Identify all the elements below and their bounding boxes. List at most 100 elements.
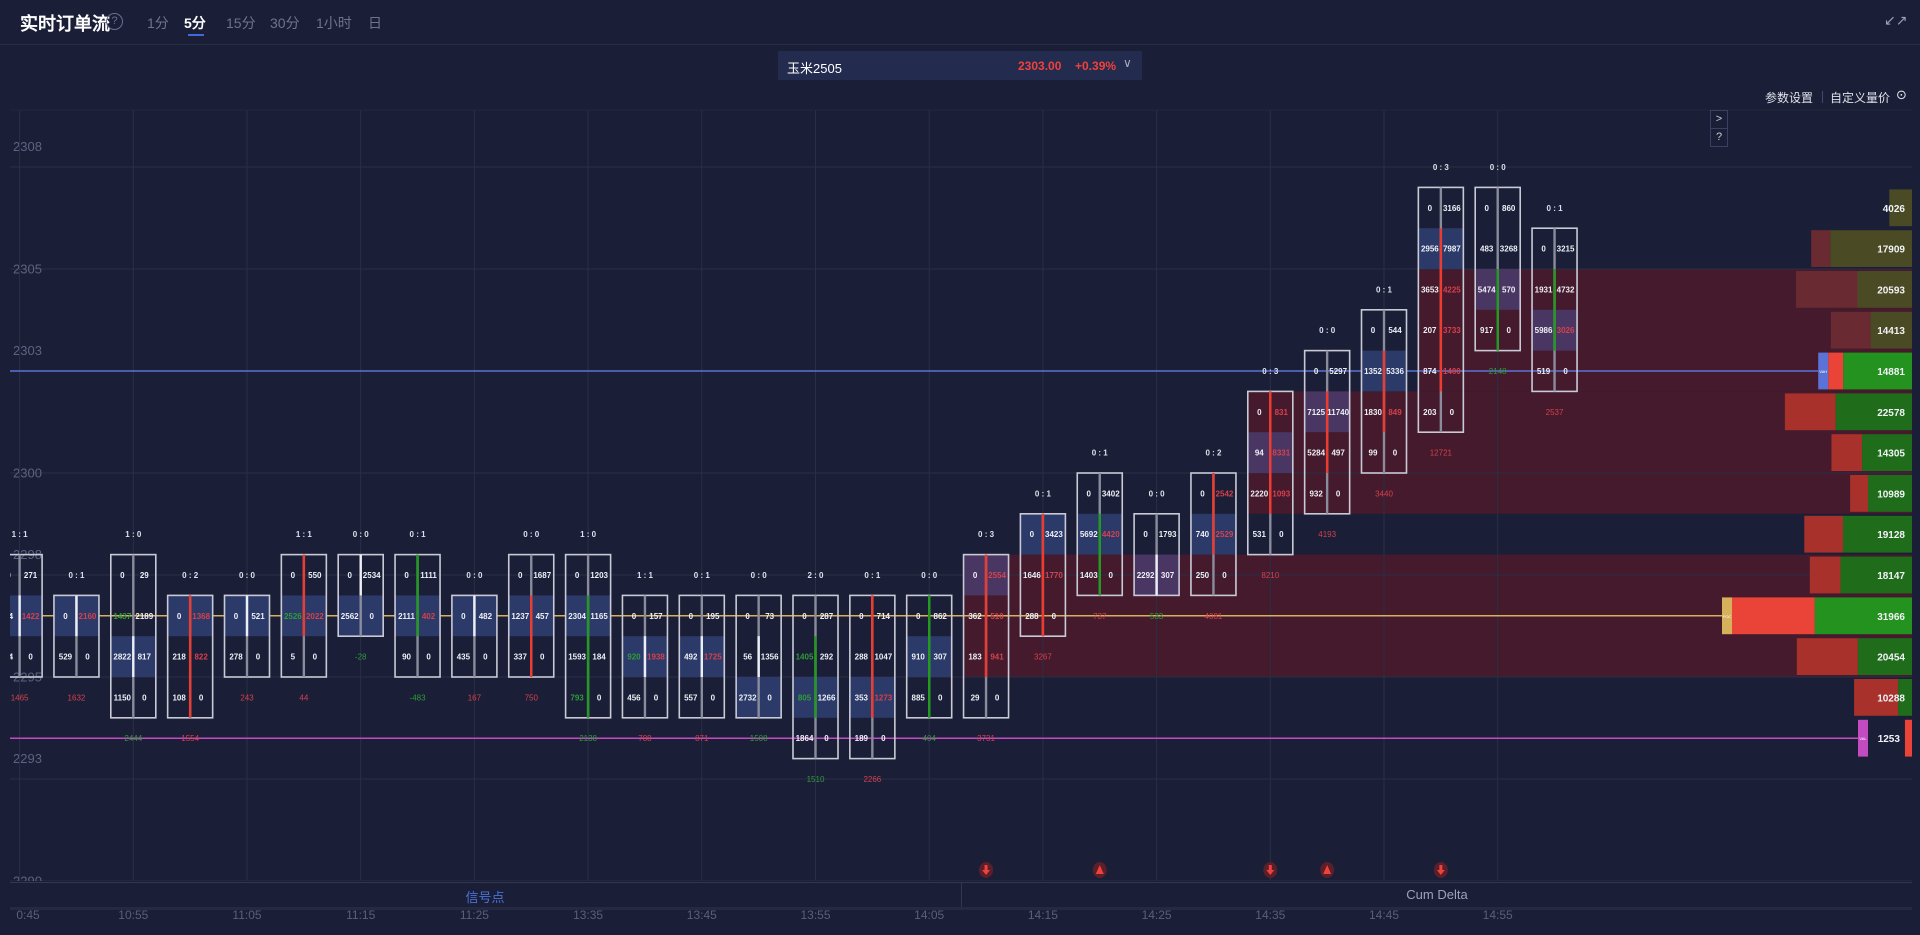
bid-volume: 435: [457, 653, 471, 662]
candle[interactable]: 0 2542 740 2529 250 0 0 : 2 4081: [1190, 449, 1237, 621]
bid-volume: 0: [6, 571, 11, 580]
candle-delta: 404: [923, 734, 937, 743]
candle[interactable]: 0 714 288 1047 353 1273 189 0 0 : 1 2266: [849, 571, 896, 784]
price-axis-label: 2293: [13, 751, 42, 766]
collapse-icon[interactable]: ↙↗: [1884, 12, 1908, 28]
bid-volume: 2111: [398, 612, 415, 621]
candle[interactable]: 0 521 278 0 0 : 0 243: [223, 571, 271, 702]
ask-volume: 0: [256, 653, 261, 662]
candle[interactable]: 0 29 1437 2189 2822 817 1150 0 1 : 0 2444: [110, 530, 157, 743]
profile-bid-bar: [1811, 230, 1831, 267]
candle[interactable]: 0 157 920 1938 456 0 1 : 1 788: [621, 571, 669, 743]
candle[interactable]: 0 862 910 307 885 0 0 : 0 404: [905, 571, 953, 743]
bid-volume: 456: [627, 693, 641, 702]
settings-circle-icon[interactable]: ⊙: [1896, 87, 1907, 102]
candle[interactable]: 0 2554 362 510 183 941 29 0 0 : 3 3731: [962, 530, 1010, 743]
signal-arrow-icon[interactable]: [1263, 862, 1278, 878]
ask-volume: 5297: [1329, 367, 1347, 376]
custom-volume-price-link[interactable]: 自定义量价: [1830, 91, 1891, 105]
candle[interactable]: 0 3215 1931 4732 5986 3026 519 0 0 : 1 2537: [1531, 204, 1578, 417]
candle[interactable]: 0 831 94 8331 2220 1093 531 0 0 : 3 8210: [1247, 367, 1294, 580]
ask-volume: 862: [934, 612, 948, 621]
tab-signal-points[interactable]: 信号点: [465, 890, 505, 905]
bid-volume: 0: [234, 612, 239, 621]
bid-volume: 0: [404, 571, 409, 580]
candle[interactable]: 0 3423 1646 1770 288 0 0 : 1 3267: [1019, 489, 1067, 662]
imbalance-ratio: 0 : 1: [68, 571, 85, 580]
candle[interactable]: 0 287 1405 292 805 1266 1864 0 2 : 0 1510: [792, 571, 839, 784]
bid-volume: 0: [63, 612, 68, 621]
bid-volume: 288: [1025, 612, 1039, 621]
profile-total: 14305: [1877, 449, 1905, 460]
ask-volume: 822: [194, 653, 208, 662]
ask-volume: 817: [138, 653, 152, 662]
candle[interactable]: 0 73 56 1356 2732 0 0 : 0 1508: [735, 571, 782, 743]
expand-button[interactable]: >: [1710, 110, 1728, 129]
candle[interactable]: 0 550 2526 2022 5 0 1 : 1 44: [280, 530, 328, 702]
header-bar: 实时订单流 ? 1分 5分 15分 30分 1小时 日 ↙↗: [0, 0, 1920, 45]
candle[interactable]: 0 1687 1237 457 337 0 0 : 0 750: [507, 530, 555, 702]
tab-1min[interactable]: 1分: [147, 15, 169, 31]
ask-volume: 0: [597, 693, 602, 702]
candle[interactable]: 0 2160 529 0 0 : 1 1632: [53, 571, 100, 702]
ask-volume: 0: [711, 693, 716, 702]
bid-volume: 492: [684, 653, 698, 662]
tab-cum-delta[interactable]: Cum Delta: [1406, 887, 1468, 902]
symbol-selector[interactable]: 玉米2505 2303.00 +0.39% ∨: [778, 51, 1142, 80]
signal-arrow-icon[interactable]: [1433, 862, 1448, 878]
ask-volume: 157: [649, 612, 663, 621]
signal-arrow-icon[interactable]: [979, 862, 994, 878]
imbalance-ratio: 0 : 1: [410, 530, 427, 539]
signal-triangle-icon[interactable]: [1320, 862, 1335, 878]
help-icon[interactable]: ?: [106, 13, 123, 30]
arrow-glyph: [982, 865, 991, 875]
ask-volume: 307: [1161, 571, 1175, 580]
imbalance-ratio: 0 : 3: [978, 530, 995, 539]
profile-ask-bar: [1830, 230, 1912, 267]
tab-1hour[interactable]: 1小时: [316, 15, 352, 31]
candle[interactable]: 0 271 04 1422 14 0 1 : 1 1465: [0, 530, 43, 702]
params-settings-link[interactable]: 参数设置: [1765, 91, 1814, 105]
profile-bid-bar: [1804, 515, 1844, 553]
bid-volume: 90: [402, 653, 411, 662]
bid-volume: 337: [514, 653, 528, 662]
candle-delta: 167: [468, 693, 482, 702]
candle[interactable]: 0 1368 218 822 108 0 0 : 2 1554: [166, 571, 214, 743]
chevron-down-icon[interactable]: ∨: [1123, 56, 1132, 70]
candle[interactable]: 0 860 483 3268 5474 570 917 0 0 : 0 2148: [1474, 163, 1521, 376]
candle[interactable]: 0 1111 2111 402 90 0 0 : 1 -483: [394, 530, 441, 702]
ask-volume: 5336: [1386, 367, 1404, 376]
candle[interactable]: 0 1793 2292 307 0 : 0 533: [1133, 489, 1180, 621]
profile-tag-vah: [1818, 352, 1829, 390]
candle[interactable]: 0 482 435 0 0 : 0 167: [451, 571, 498, 702]
candle-delta: 2138: [579, 734, 597, 743]
chart-help-button[interactable]: ?: [1710, 128, 1728, 147]
bid-volume: 5692: [1080, 530, 1098, 539]
candle[interactable]: 0 544 1352 5336 1830 849 99 0 0 : 1 3440: [1360, 285, 1408, 498]
bid-volume: 99: [1369, 449, 1378, 458]
profile-bid-bar: [1850, 475, 1869, 512]
candle[interactable]: 0 3166 2956 7987 3653 4225 207 3733 874 1400 203 0 0…: [1417, 163, 1465, 458]
ask-volume: 1356: [761, 653, 779, 662]
tab-5min[interactable]: 5分: [184, 15, 206, 31]
bid-volume: 917: [1480, 326, 1494, 335]
profile-ask-bar: [1840, 556, 1912, 594]
time-axis-label: 14:45: [1368, 908, 1400, 922]
tab-15min[interactable]: 15分: [226, 15, 256, 31]
bid-volume: 0: [1257, 408, 1262, 417]
candle[interactable]: 0 5297 7125 11740 5284 497 932 0 0 : 0 4193: [1303, 326, 1351, 539]
candle[interactable]: 0 2534 2562 0 0 : 0 -28: [337, 530, 385, 662]
candle[interactable]: 0 1203 2304 1165 1593 184 793 0 1 : 0 2138: [564, 530, 612, 743]
tab-day[interactable]: 日: [368, 15, 382, 31]
price-axis-label: 2308: [13, 139, 42, 154]
bid-volume: 0: [689, 612, 694, 621]
ask-volume: 1770: [1045, 571, 1063, 580]
tab-30min[interactable]: 30分: [270, 15, 300, 31]
bid-volume: 0: [120, 571, 125, 580]
signal-triangle-icon[interactable]: [1092, 862, 1107, 878]
candle[interactable]: 0 195 492 1725 557 0 0 : 1 871: [678, 571, 726, 743]
candle-delta: 12721: [1430, 449, 1453, 458]
imbalance-ratio: 0 : 0: [239, 571, 256, 580]
candle[interactable]: 0 3402 5692 4420 1403 0 0 : 1 737: [1076, 449, 1124, 621]
